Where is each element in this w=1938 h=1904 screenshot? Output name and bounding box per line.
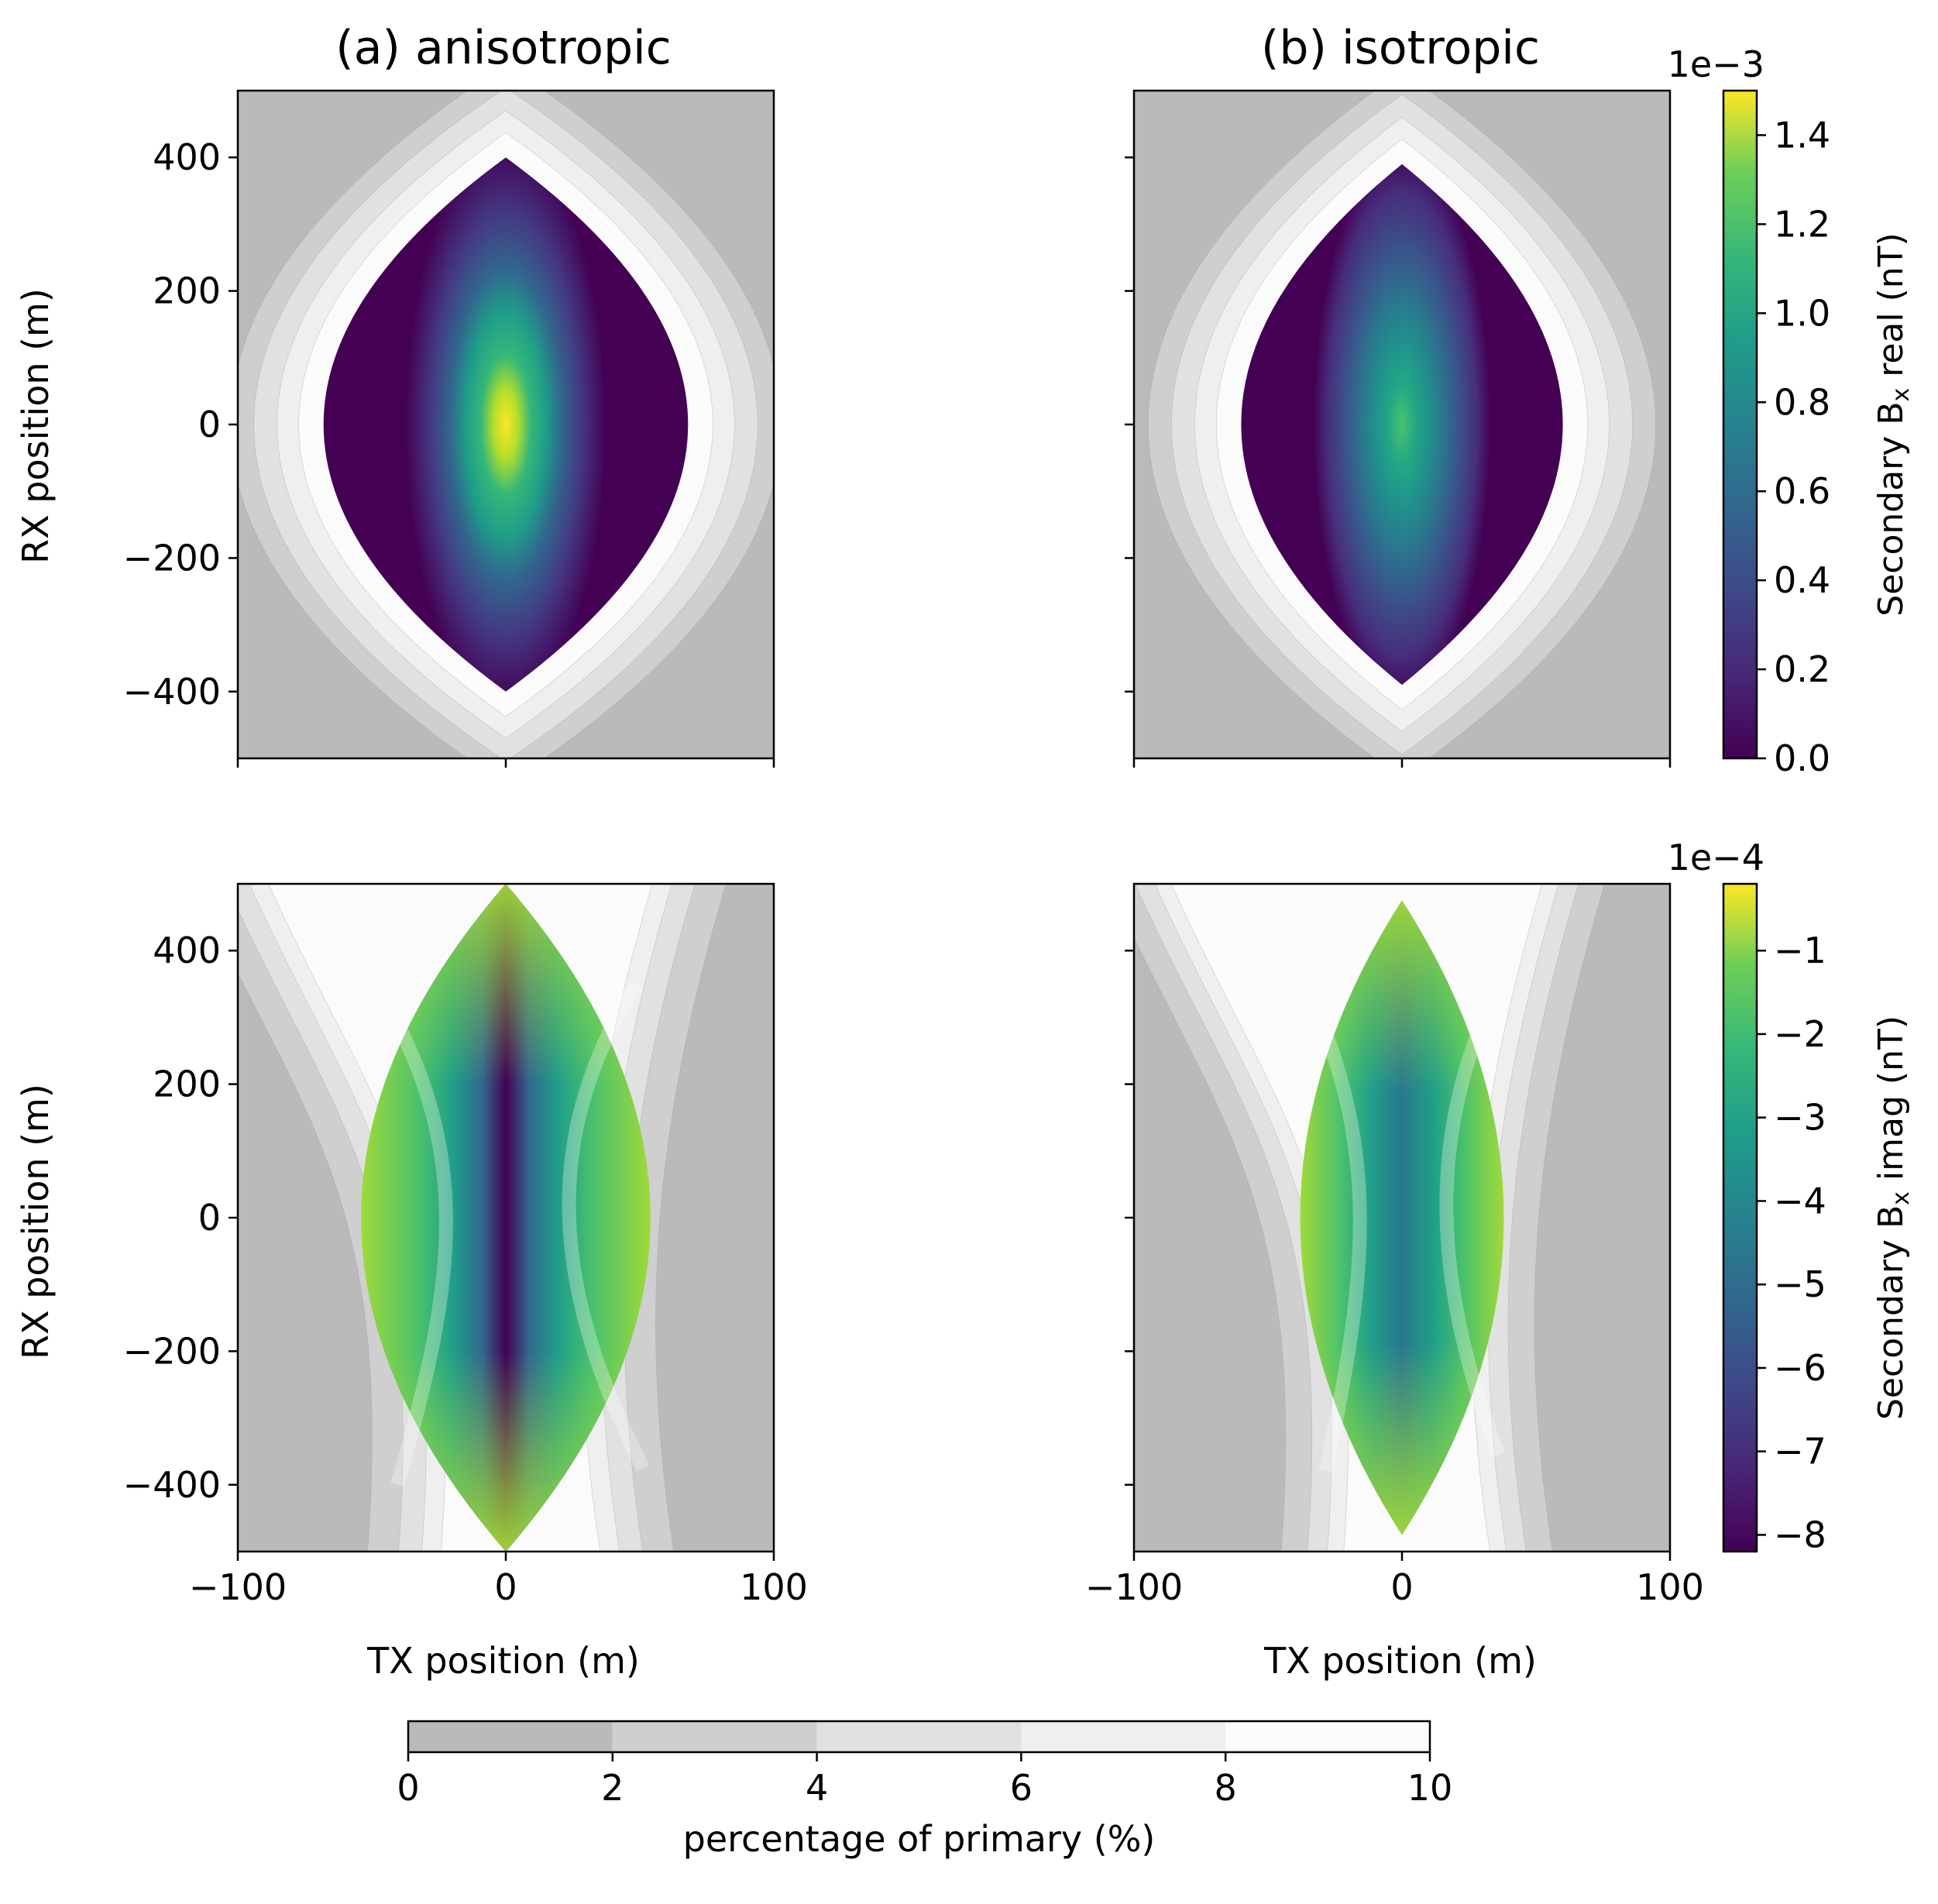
ytick-label: 0: [198, 404, 221, 445]
primary-colorbar-frame: [407, 1720, 1431, 1754]
title-isotropic: (b) isotropic: [1261, 21, 1540, 75]
colorbar-tick-label: −5: [1774, 1263, 1826, 1305]
overlay-band-left: [369, 980, 453, 1487]
colorbar-gradient: [1722, 89, 1758, 760]
panel-top-right: [1125, 89, 1672, 768]
secondary-field-lens: [1241, 163, 1563, 686]
ytick-label: 400: [153, 930, 221, 971]
primary-tick-label: 2: [601, 1767, 624, 1809]
colorbar-primary: 0 2 4 6 8 10 percentage of primary (%): [397, 1720, 1453, 1860]
plot-area: [1134, 884, 1670, 1552]
colorbar-tick-label: −1: [1774, 930, 1826, 971]
panel-top-left: 400 200 0 −200 −400: [123, 89, 775, 768]
ylabel-top: RX position (m): [15, 288, 57, 564]
primary-swatch-1: [612, 1721, 817, 1752]
colorbar-real: 0.0 0.2 0.4 0.6 0.8 1.0 1.2 1.41e−3 Secondary Bx…: [1668, 43, 1915, 779]
ytick-label: −400: [123, 1464, 221, 1506]
colorbar-offset: 1e−4: [1668, 837, 1764, 878]
primary-swatch-4: [1225, 1721, 1430, 1752]
colorbar-tick-label: −7: [1774, 1431, 1826, 1473]
xtick-label: −100: [189, 1566, 287, 1608]
xtick-label: 100: [1636, 1566, 1704, 1608]
xtick-label: 0: [1390, 1566, 1413, 1608]
plot-area: [1134, 91, 1670, 758]
colorbar-imag: −1 −2 −3 −4 −5 −6 −7 −8 1e−4 Secondary Bx imag (n…: [1668, 837, 1915, 1555]
colorbar-tick-label: 0.6: [1774, 470, 1830, 512]
colorbar-tick-label: 0.8: [1774, 381, 1830, 423]
title-anisotropic: (a) anisotropic: [335, 21, 671, 75]
colorbar-tick-label: 0.2: [1774, 648, 1830, 690]
colorbar-tick-label: 1.4: [1774, 114, 1830, 156]
primary-swatch-3: [1021, 1721, 1226, 1752]
ylabel-bottom: RX position (m): [15, 1084, 57, 1359]
overlay-band-left: [1304, 992, 1367, 1473]
overlay-band-right: [562, 980, 650, 1472]
primary-swatch-2: [816, 1721, 1022, 1752]
secondary-field-fade: [1300, 900, 1504, 1535]
colorbar-tick-label: 0.0: [1774, 737, 1830, 779]
colorbar-tick-label: 1.2: [1774, 203, 1830, 245]
secondary-field-lens: [323, 157, 689, 692]
primary-swatch-0: [408, 1721, 613, 1752]
primary-tick-label: 4: [806, 1767, 828, 1809]
xlabel-right: TX position (m): [1263, 1640, 1537, 1682]
xtick-label: 0: [494, 1566, 517, 1608]
xlabel-left: TX position (m): [366, 1640, 640, 1682]
ytick-label: −400: [123, 671, 221, 713]
colorbar-tick-label: −8: [1774, 1514, 1826, 1555]
colorbar-label: Secondary Bx real (nT): [1871, 232, 1915, 616]
primary-tick-label: 6: [1010, 1767, 1033, 1809]
ytick-label: 0: [198, 1197, 221, 1239]
xtick-label: −100: [1085, 1566, 1183, 1608]
secondary-field-fade: [361, 884, 651, 1552]
ytick-label: 200: [153, 270, 221, 312]
primary-tick-label: 0: [397, 1767, 419, 1809]
colorbar-tick-label: −4: [1774, 1180, 1826, 1222]
panel-bottom-right: −100 0 100: [1085, 882, 1704, 1608]
colorbar-gradient: [1722, 882, 1758, 1553]
ytick-label: 200: [153, 1064, 221, 1105]
ytick-label: 400: [153, 136, 221, 178]
ytick-label: −200: [123, 537, 221, 579]
colorbar-label: Secondary Bx imag (nT): [1871, 1016, 1915, 1420]
plot-area: [238, 884, 774, 1552]
plot-area: [238, 91, 774, 758]
colorbar-tick-label: 0.4: [1774, 559, 1830, 601]
primary-tick-label: 10: [1407, 1767, 1453, 1809]
colorbar-offset: 1e−3: [1668, 43, 1764, 85]
colorbar-tick-label: −2: [1774, 1013, 1826, 1055]
primary-tick-label: 8: [1215, 1767, 1237, 1809]
colorbar-tick-label: −3: [1774, 1097, 1826, 1139]
ytick-label: −200: [123, 1330, 221, 1372]
xtick-label: 100: [740, 1566, 808, 1608]
colorbar-tick-label: −6: [1774, 1347, 1826, 1389]
panel-bottom-left: 400 200 0 −200 −400 −100 0 100: [123, 882, 808, 1608]
colorbar-tick-label: 1.0: [1774, 292, 1830, 334]
overlay-band-right: [1439, 992, 1506, 1459]
primary-colorbar-label: percentage of primary (%): [683, 1818, 1156, 1860]
